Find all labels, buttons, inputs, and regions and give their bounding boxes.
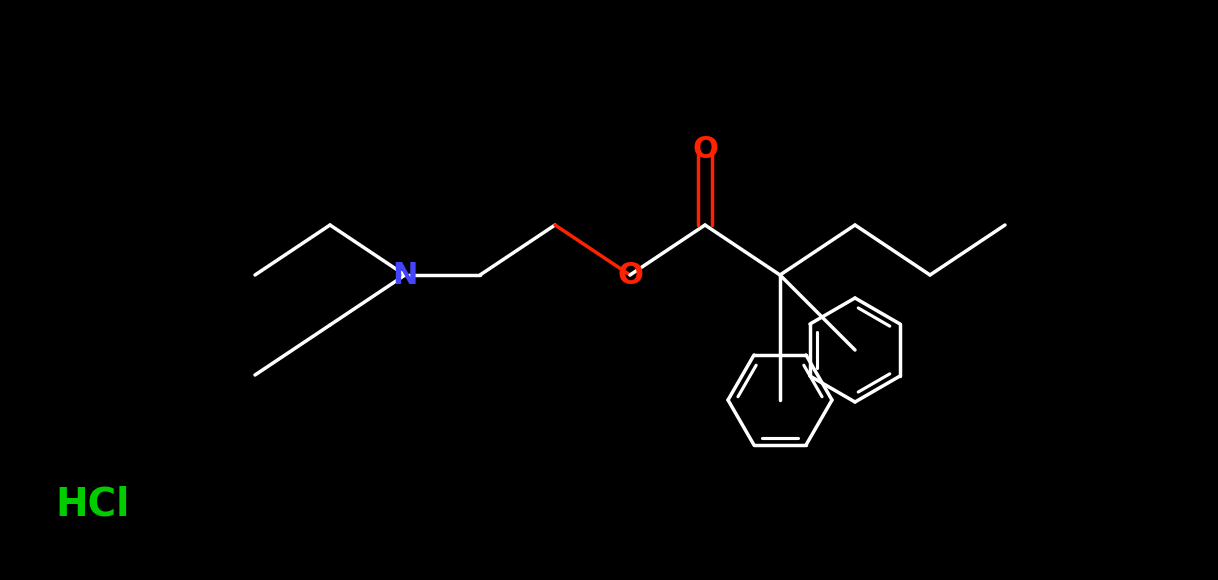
Text: O: O: [618, 260, 643, 289]
Text: O: O: [692, 136, 717, 165]
Text: N: N: [392, 260, 418, 289]
Text: HCl: HCl: [55, 486, 129, 524]
